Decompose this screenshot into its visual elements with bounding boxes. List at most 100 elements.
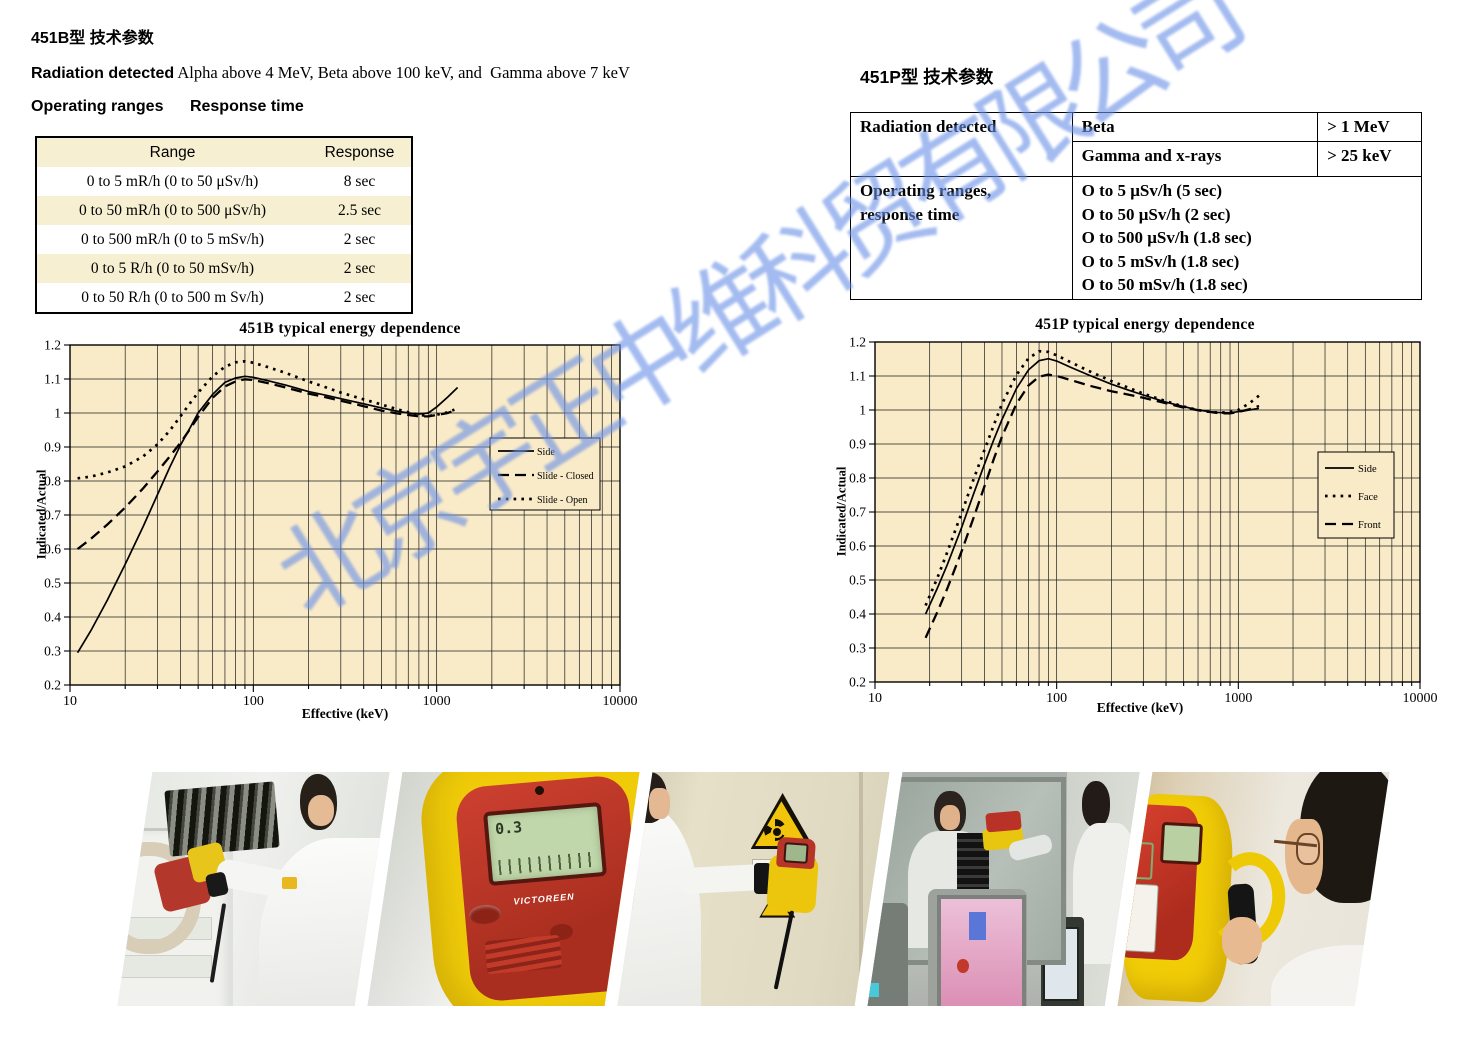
- spec-label-radiation-detected: Radiation detected: [850, 112, 1073, 177]
- table-row: Gamma and x-rays > 25 keV: [851, 141, 1422, 177]
- series-slide-closed: [76, 378, 455, 550]
- chart-451p-x-axis-label: Effective (keV): [1096, 700, 1184, 715]
- legend-label: Side: [1358, 464, 1377, 475]
- spec-label-operating-ranges: Operating ranges, response time: [850, 176, 1073, 300]
- svg-text:100: 100: [243, 694, 264, 709]
- svg-text:1000: 1000: [1224, 691, 1252, 706]
- response-cell: 8 sec: [343, 172, 376, 190]
- svg-text:0.6: 0.6: [849, 539, 866, 554]
- range-line: O to 500 μSv/h (1.8 sec): [1081, 228, 1252, 247]
- photo-5-meter-held: [1117, 772, 1390, 1006]
- operator-face: [939, 804, 961, 831]
- svg-text:0.7: 0.7: [44, 508, 61, 523]
- glasses-lens: [1295, 832, 1320, 865]
- svg-text:1.2: 1.2: [44, 338, 61, 353]
- heatsink-fins: [164, 781, 280, 857]
- range-line: O to 50 mSv/h (1.8 sec): [1081, 275, 1248, 294]
- legend-label: Face: [1358, 492, 1378, 503]
- energy-dependence-chart-451p: 0.2 0.3 0.4 0.5 0.6 0.7 0.8 0.9 1 1.1 1.2 10 100 1000…: [849, 335, 1438, 707]
- svg-text:1000: 1000: [423, 694, 451, 709]
- series-side: [76, 375, 459, 654]
- operator-torso: [259, 837, 390, 1006]
- meter-cable: [774, 910, 795, 990]
- operator-head: [1081, 781, 1111, 829]
- range-line: O to 50 μSv/h (2 sec): [1081, 204, 1231, 224]
- svg-text:1.2: 1.2: [849, 335, 866, 350]
- survey-meter-body: [985, 810, 1022, 832]
- chart-451b-x-axis-label: Effective (keV): [301, 706, 389, 721]
- svg-text:10000: 10000: [1403, 691, 1438, 706]
- column-header-range: Range: [149, 143, 196, 161]
- radiation-detected-label: Radiation detected: [31, 65, 175, 82]
- operator-face: [308, 795, 335, 826]
- cabinet-drawer: [117, 954, 213, 978]
- svg-text:0.8: 0.8: [44, 474, 61, 489]
- shirt-badge: [282, 877, 297, 889]
- svg-text:0.3: 0.3: [849, 641, 866, 656]
- svg-text:0.3: 0.3: [44, 644, 61, 659]
- photo-3-wall-signs: [617, 772, 890, 1006]
- svg-text:10: 10: [868, 691, 882, 706]
- response-cell: 2 sec: [343, 259, 376, 277]
- meter-ridges: [484, 934, 563, 975]
- legend-label: Side: [537, 447, 555, 458]
- svg-text:0.5: 0.5: [44, 576, 61, 591]
- range-line: O to 5 μSv/h (5 sec): [1081, 181, 1223, 200]
- response-cell: 2 sec: [343, 288, 376, 306]
- monitor-edge-light: [867, 982, 880, 997]
- lcd-display: 0.3: [483, 802, 607, 886]
- response-cell: 2.5 sec: [337, 201, 382, 219]
- screen-window-element: [968, 912, 987, 941]
- section-451p-title: 451P型 技术参数: [860, 67, 994, 87]
- lcd-bargraph: [497, 851, 594, 876]
- svg-text:10: 10: [63, 694, 77, 709]
- operator-torso: [617, 804, 702, 1006]
- table-row: 0 to 5 R/h (0 to 50 mSv/h) 2 sec: [36, 254, 412, 283]
- svg-text:100: 100: [1046, 691, 1067, 706]
- svg-text:0.5: 0.5: [849, 573, 866, 588]
- radiation-detected-value: Alpha above 4 MeV, Beta above 100 keV, a…: [174, 63, 630, 82]
- operator-shoulder: [1270, 945, 1390, 1006]
- range-cell: 0 to 5 R/h (0 to 50 mSv/h): [90, 259, 255, 277]
- photo-2-meter-closeup: 0.3 VICTOREEN: [367, 772, 640, 1006]
- meter-sticker: [1124, 883, 1159, 953]
- svg-text:10000: 10000: [603, 694, 638, 709]
- response-cell: 2 sec: [343, 230, 376, 248]
- spec-value-gamma: Gamma and x-rays: [1071, 141, 1319, 177]
- legend-label: Front: [1358, 520, 1381, 531]
- energy-dependence-chart-451b: 0.2 0.3 0.4 0.5 0.6 0.7 0.8 0.9 1 1.1 1.2 10 100 1000…: [44, 338, 638, 710]
- chart-451b-title: 451B typical energy dependence: [239, 320, 461, 337]
- operator-face: [649, 788, 670, 819]
- table-row: Radiation detected Beta > 1 MeV: [850, 112, 1422, 177]
- svg-text:0.8: 0.8: [849, 471, 866, 486]
- svg-text:0.4: 0.4: [44, 610, 61, 625]
- table-row: 0 to 50 mR/h (0 to 500 μSv/h) 2.5 sec: [36, 196, 412, 225]
- svg-text:0.9: 0.9: [849, 437, 866, 452]
- meter-lcd: [1159, 822, 1203, 866]
- response-time-heading: Response time: [189, 98, 304, 115]
- spec-value-beta-energy: > 1 MeV: [1317, 112, 1422, 142]
- svg-text:0.7: 0.7: [849, 505, 866, 520]
- wall-panel-line: [859, 772, 864, 1006]
- spec-value-operating-ranges: O to 5 μSv/h (5 sec) O to 50 μSv/h (2 se…: [1071, 176, 1423, 300]
- operating-ranges-heading-line: Operating ranges Response time: [31, 98, 304, 116]
- range-cell: 0 to 500 mR/h (0 to 5 mSv/h): [81, 230, 264, 248]
- legend-label: Slide - Closed: [537, 471, 594, 482]
- legend-label: Slide - Open: [537, 495, 588, 506]
- meter-lcd: [783, 842, 809, 865]
- table-header-row: Range Response: [36, 137, 412, 167]
- radiation-detected-line: Radiation detected Alpha above 4 MeV, Be…: [31, 63, 630, 83]
- lcd-reading: 0.3: [494, 817, 524, 838]
- series-front: [924, 373, 1260, 639]
- svg-text:1.1: 1.1: [849, 369, 866, 384]
- photo-strip: 0.3 VICTOREEN: [117, 772, 1390, 1006]
- svg-text:1.1: 1.1: [44, 372, 61, 387]
- range-cell: 0 to 50 mR/h (0 to 500 μSv/h): [79, 201, 266, 219]
- column-header-response: Response: [324, 143, 395, 161]
- svg-text:0.4: 0.4: [849, 607, 866, 622]
- range-line: O to 5 mSv/h (1.8 sec): [1081, 251, 1240, 271]
- spec-value-beta: Beta: [1071, 112, 1319, 142]
- svg-text:1: 1: [859, 403, 866, 418]
- range-cell: 0 to 5 mR/h (0 to 50 μSv/h): [86, 172, 259, 190]
- operator-hand: [1221, 917, 1263, 964]
